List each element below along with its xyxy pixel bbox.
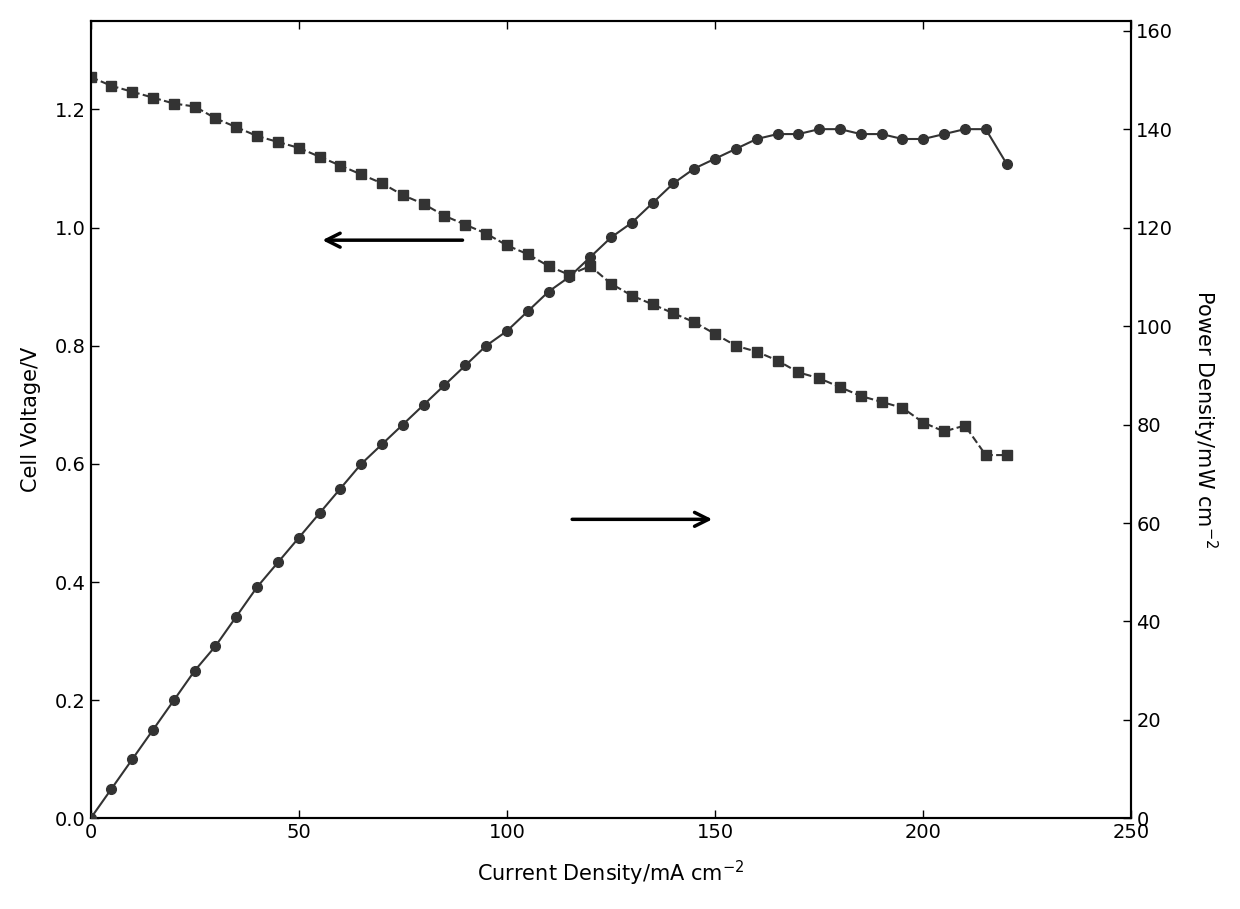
Y-axis label: Cell Voltage/V: Cell Voltage/V: [21, 347, 41, 493]
Y-axis label: Power Density/mW cm$^{-2}$: Power Density/mW cm$^{-2}$: [1190, 290, 1219, 549]
X-axis label: Current Density/mA cm$^{-2}$: Current Density/mA cm$^{-2}$: [477, 859, 745, 888]
